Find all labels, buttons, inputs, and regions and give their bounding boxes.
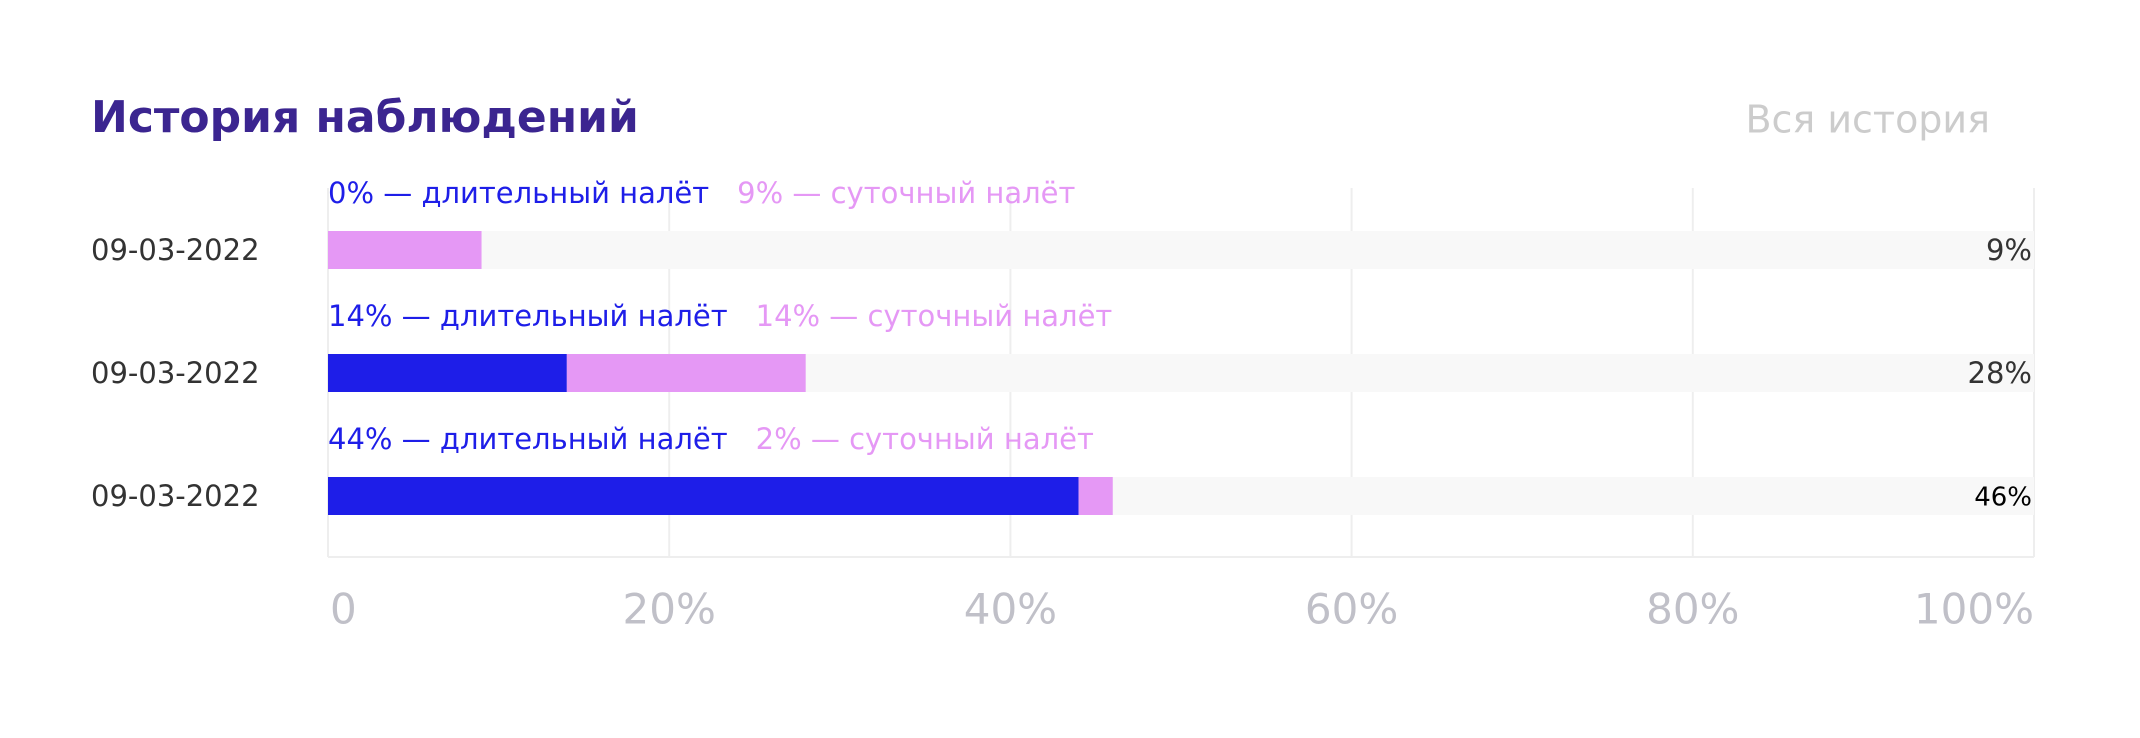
bar-segment	[328, 354, 567, 392]
total-label: 46%	[1974, 483, 2032, 513]
x-tick-label: 100%	[1914, 585, 2034, 634]
value-label: 0% — длительный налёт	[328, 176, 709, 210]
chart-title: История наблюдений	[91, 92, 639, 143]
all-history-link[interactable]: Вся история	[1745, 98, 1990, 142]
value-label: 14% — суточный налёт	[756, 299, 1113, 333]
value-label: 44% — длительный налёт	[328, 422, 728, 456]
total-label: 9%	[1986, 233, 2032, 267]
category-label: 09-03-2022	[91, 479, 260, 513]
bar-segment	[566, 354, 806, 392]
category-label: 09-03-2022	[91, 356, 260, 390]
bar-segment	[328, 477, 1079, 515]
value-label: 9% — суточный налёт	[737, 176, 1075, 210]
value-label: 14% — длительный налёт	[328, 299, 728, 333]
x-tick-label: 20%	[623, 585, 716, 634]
bar-segment	[328, 231, 482, 269]
total-label: 28%	[1968, 356, 2032, 390]
bar-track	[328, 231, 2034, 269]
bar-segment	[1078, 477, 1113, 515]
x-tick-label: 60%	[1305, 585, 1398, 634]
category-label: 09-03-2022	[91, 233, 260, 267]
x-tick-label: 0	[330, 585, 357, 634]
value-label: 2% — суточный налёт	[756, 422, 1094, 456]
x-tick-label: 40%	[964, 585, 1057, 634]
x-tick-label: 80%	[1646, 585, 1739, 634]
